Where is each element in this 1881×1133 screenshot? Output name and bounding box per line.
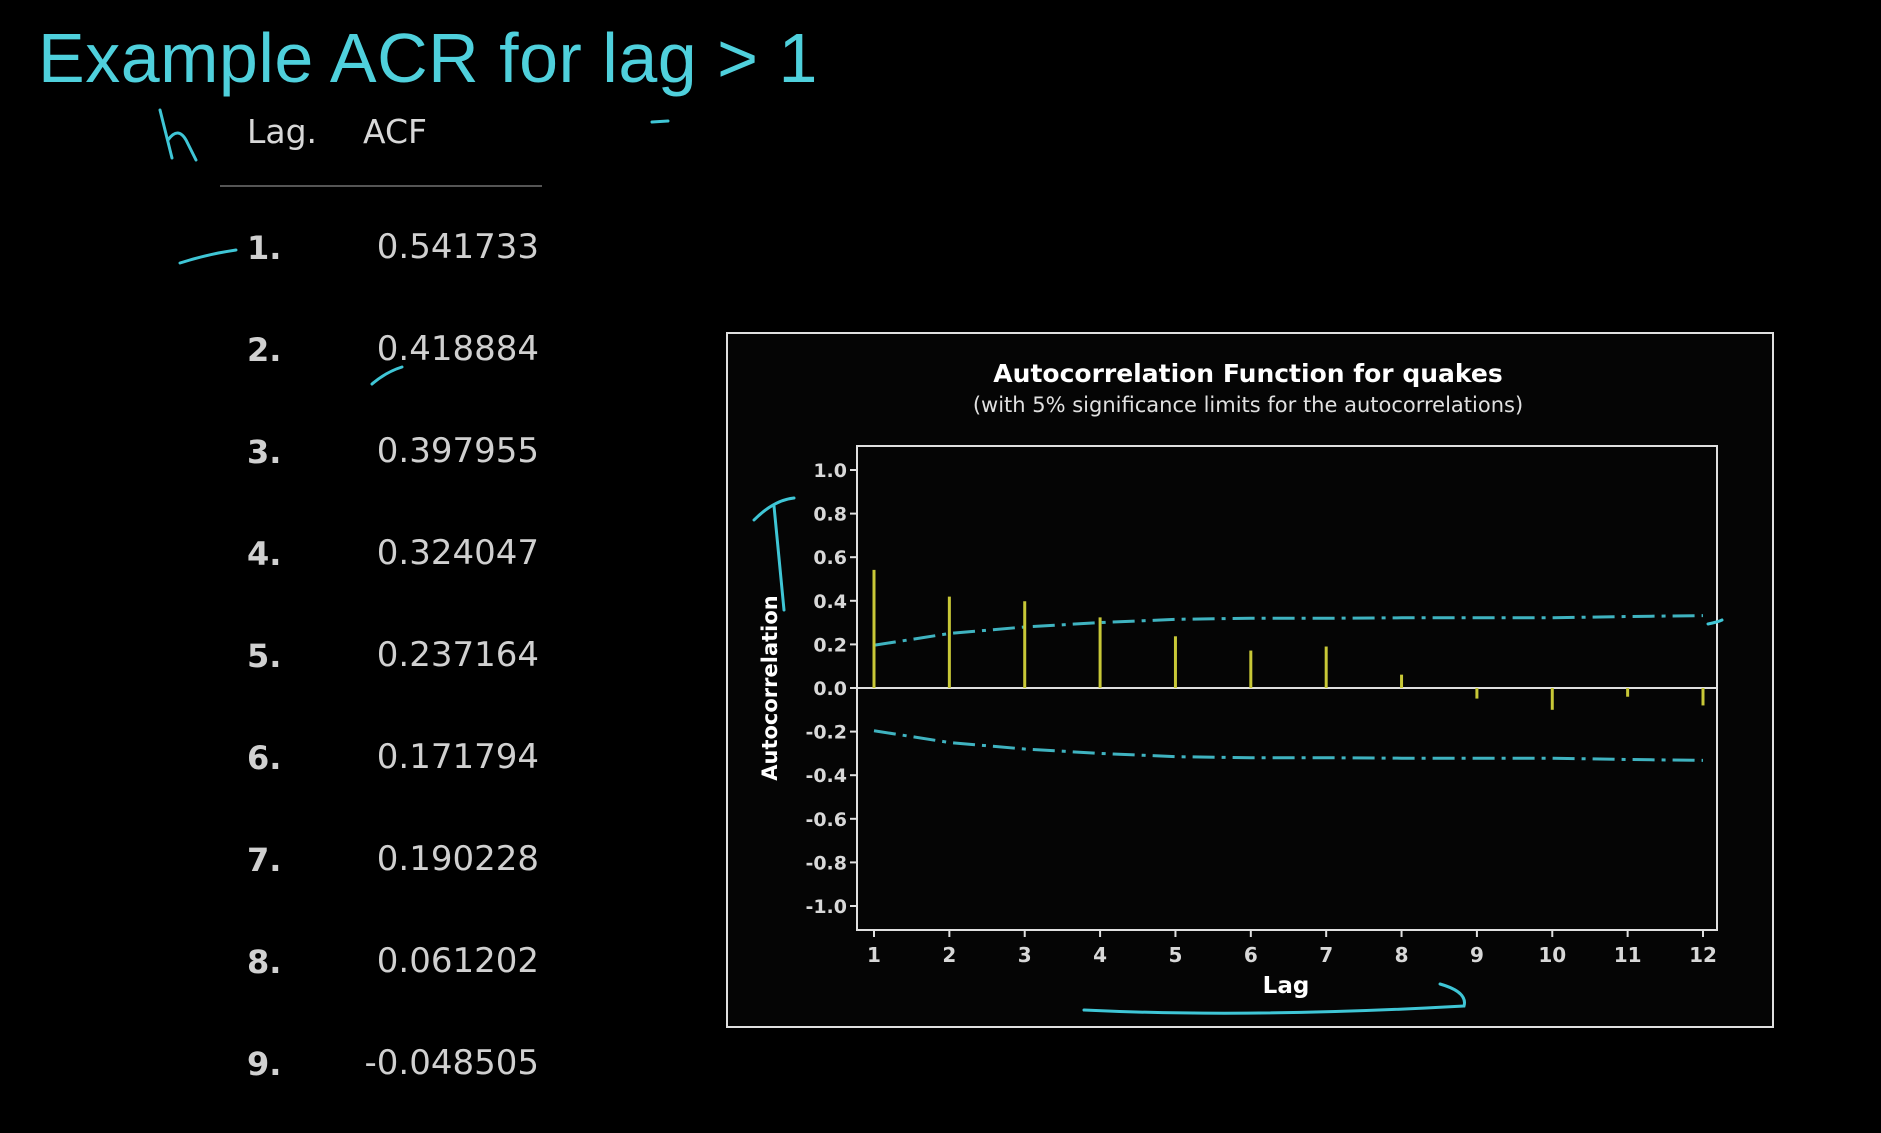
y-tick-label: 0.4 xyxy=(813,591,847,613)
chart-title: Autocorrelation Function for quakes xyxy=(993,359,1502,388)
ink-h-mark xyxy=(158,108,198,162)
lag-cell: 9. xyxy=(247,1045,282,1083)
lag-cell: 4. xyxy=(247,535,282,573)
table-header: Lag. ACF xyxy=(220,110,542,187)
x-tick-label: 11 xyxy=(1614,943,1642,967)
acf-cell: -0.048505 xyxy=(364,1043,540,1083)
lag-cell: 2. xyxy=(247,331,282,369)
y-tick-label: -0.6 xyxy=(805,809,847,831)
table-row: 3. 0.397955 xyxy=(220,391,542,493)
x-tick-label: 12 xyxy=(1689,943,1717,967)
table-row: 1. 0.541733 xyxy=(220,187,542,289)
table-row: 6. 0.171794 xyxy=(220,697,542,799)
y-tick-label: 0.8 xyxy=(813,504,847,526)
chart-marks: 1.00.80.60.40.20.0-0.2-0.4-0.6-0.8-1.01 2… xyxy=(805,460,1717,967)
x-tick-label: 10 xyxy=(1538,943,1566,967)
y-tick-label: -0.2 xyxy=(805,722,847,744)
table-row: 7. 0.190228 xyxy=(220,799,542,901)
y-tick-label: 0.6 xyxy=(813,547,847,569)
y-tick-label: 0.2 xyxy=(813,634,847,656)
chart-subtitle: (with 5% significance limits for the aut… xyxy=(973,393,1523,417)
x-tick-label: 8 xyxy=(1395,943,1409,967)
table-row: 2. 0.418884 xyxy=(220,289,542,391)
acf-cell: 0.541733 xyxy=(376,227,539,267)
slide-title: Example ACR for lag > 1 xyxy=(38,19,818,97)
acf-table: Lag. ACF 1. 0.541733 2. 0.418884 3. 0.39795… xyxy=(220,110,542,1105)
x-tick-label: 2 xyxy=(942,943,956,967)
lag-cell: 6. xyxy=(247,739,282,777)
y-tick-label: 1.0 xyxy=(813,460,847,482)
y-tick-label: -0.4 xyxy=(805,765,847,787)
table-row: 4. 0.324047 xyxy=(220,493,542,595)
table-row: 5. 0.237164 xyxy=(220,595,542,697)
acf-column-header: ACF xyxy=(363,112,428,151)
lower-significance-limit xyxy=(873,729,1704,762)
ink-dash-mark xyxy=(650,119,670,124)
x-tick-label: 7 xyxy=(1319,943,1333,967)
table-row: 9. -0.048505 xyxy=(220,1003,542,1105)
acf-cell: 0.171794 xyxy=(376,737,539,777)
y-tick-label: 0.0 xyxy=(813,678,847,700)
y-tick-label: -1.0 xyxy=(805,896,847,918)
x-tick-label: 3 xyxy=(1018,943,1032,967)
x-tick-label: 9 xyxy=(1470,943,1484,967)
acf-chart: Autocorrelation Function for quakes (wit… xyxy=(758,359,1718,999)
lag-cell: 1. xyxy=(247,229,282,267)
lag-cell: 3. xyxy=(247,433,282,471)
acf-cell: 0.397955 xyxy=(376,431,539,471)
acf-cell: 0.190228 xyxy=(376,839,539,879)
x-tick-label: 6 xyxy=(1244,943,1258,967)
lag-cell: 5. xyxy=(247,637,282,675)
x-axis-label: Lag xyxy=(1263,973,1310,999)
y-tick-label: -0.8 xyxy=(805,852,847,874)
x-tick-label: 4 xyxy=(1093,943,1107,967)
table-row: 8. 0.061202 xyxy=(220,901,542,1003)
upper-significance-limit xyxy=(873,614,1704,647)
acf-cell: 0.418884 xyxy=(376,329,539,369)
lag-cell: 8. xyxy=(247,943,282,981)
lag-column-header: Lag. xyxy=(247,112,318,151)
lag-cell: 7. xyxy=(247,841,282,879)
y-axis-label: Autocorrelation xyxy=(758,595,782,780)
acf-cell: 0.237164 xyxy=(376,635,539,675)
x-tick-label: 5 xyxy=(1168,943,1182,967)
acf-cell: 0.061202 xyxy=(376,941,539,981)
acf-cell: 0.324047 xyxy=(376,533,539,573)
x-tick-label: 1 xyxy=(867,943,881,967)
